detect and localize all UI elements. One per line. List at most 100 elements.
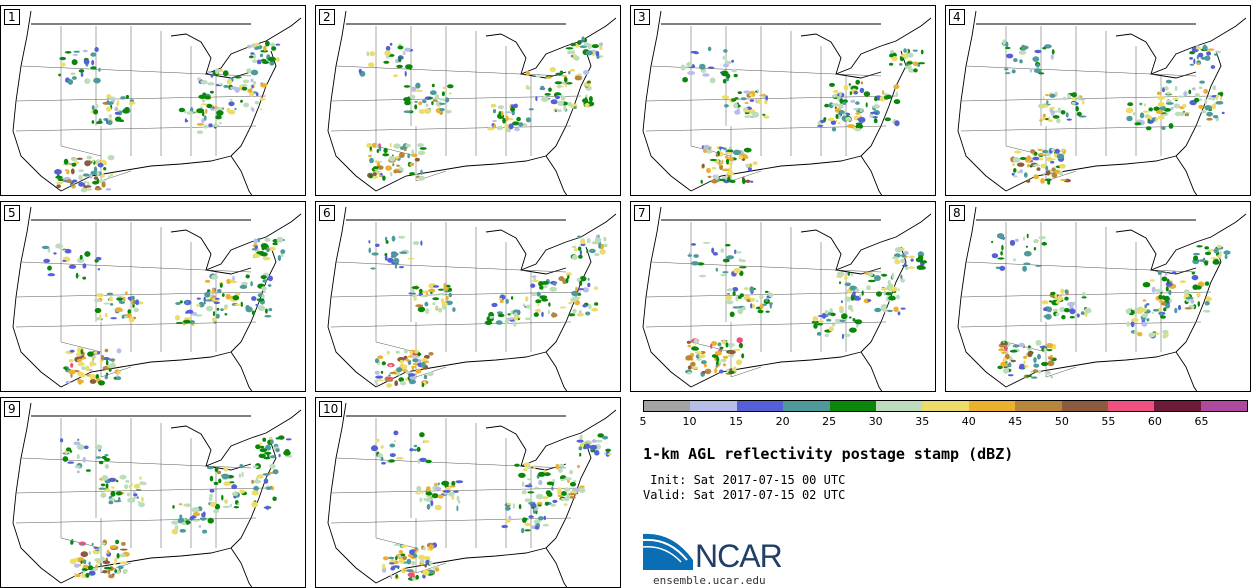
reflectivity-echo [851,309,854,313]
reflectivity-echo [221,494,224,501]
reflectivity-echo [393,257,400,264]
reflectivity-echo [547,309,550,315]
reflectivity-echo [724,155,729,159]
reflectivity-echo [541,96,549,102]
reflectivity-echo [844,282,851,287]
reflectivity-echo [207,82,215,86]
reflectivity-echo [550,312,558,318]
reflectivity-echo [185,300,189,305]
reflectivity-echo [522,123,528,127]
coastline [860,155,883,195]
reflectivity-echo [80,187,88,193]
reflectivity-echo [724,151,733,155]
reflectivity-echo [557,494,564,498]
reflectivity-echo [568,70,571,75]
reflectivity-echo [1022,236,1026,241]
reflectivity-echo [543,515,546,521]
reflectivity-echo [1197,52,1204,58]
reflectivity-echo [129,99,135,102]
reflectivity-echo [582,98,589,104]
reflectivity-echo [442,86,447,90]
reflectivity-echo [64,248,72,254]
reflectivity-echo [417,143,424,148]
reflectivity-echo [764,290,769,294]
reflectivity-echo [1000,251,1003,256]
reflectivity-echo [58,73,61,77]
reflectivity-echo [823,117,827,122]
reflectivity-echo [203,301,206,305]
reflectivity-echo [409,376,417,380]
reflectivity-echo [388,562,395,565]
reflectivity-echo [560,497,569,501]
reflectivity-echo [603,236,607,242]
reflectivity-echo [429,544,435,550]
reflectivity-echo [505,298,509,304]
reflectivity-echo [1052,308,1059,312]
reflectivity-echo [92,362,97,366]
member-number: 6 [319,205,335,221]
reflectivity-echo [840,300,843,304]
reflectivity-echo [1041,361,1049,367]
reflectivity-echo [544,501,549,506]
reflectivity-echo [510,296,514,300]
reflectivity-echo [901,253,906,258]
reflectivity-echo [83,185,92,188]
reflectivity-echo [101,181,106,188]
coastline [230,155,253,195]
reflectivity-echo [709,158,717,162]
reflectivity-echo [116,553,120,559]
reflectivity-echo [1157,115,1165,120]
reflectivity-echo [386,378,394,382]
state-border [15,517,257,524]
colorbar-swatch [783,401,830,411]
reflectivity-echo [752,303,755,309]
reflectivity-echo [183,503,191,507]
reflectivity-echo [1004,346,1008,352]
reflectivity-echo [265,486,273,490]
reflectivity-echo [874,96,878,102]
reflectivity-echo [394,380,399,387]
reflectivity-echo [280,249,286,254]
reflectivity-echo [224,304,228,309]
reflectivity-echo [1204,260,1209,266]
reflectivity-echo [848,83,851,86]
reflectivity-echo [377,453,383,459]
reflectivity-echo [385,240,389,244]
reflectivity-echo [855,123,864,130]
reflectivity-echo [1196,245,1203,248]
reflectivity-echo [261,286,267,291]
reflectivity-echo [1060,110,1066,115]
reflectivity-echo [923,260,927,264]
reflectivity-echo [439,108,445,112]
reflectivity-echo [1139,112,1145,119]
reflectivity-echo [725,342,729,348]
reflectivity-echo [555,72,563,76]
reflectivity-echo [400,544,408,548]
reflectivity-echo [133,483,141,489]
reflectivity-echo [71,162,77,167]
reflectivity-echo [535,493,544,500]
reflectivity-echo [1018,342,1025,348]
reflectivity-echo [570,50,576,55]
reflectivity-echo [411,365,417,368]
reflectivity-echo [103,457,111,462]
reflectivity-echo [722,78,727,84]
reflectivity-echo [587,277,590,281]
coastline [170,33,252,75]
reflectivity-echo [537,471,546,477]
reflectivity-echo [1195,285,1202,290]
reflectivity-echo [506,502,512,506]
colorbar-swatch [736,401,784,411]
reflectivity-echo [1164,113,1169,116]
reflectivity-echo [558,276,565,282]
reflectivity-echo [120,96,126,100]
reflectivity-echo [387,556,395,560]
state-border [15,95,267,102]
reflectivity-echo [1071,92,1077,98]
reflectivity-echo [1215,259,1218,262]
reflectivity-echo [891,56,898,62]
state-border [100,126,132,182]
reflectivity-echo [753,287,756,290]
reflectivity-echo [721,159,724,165]
reflectivity-echo [853,90,859,95]
